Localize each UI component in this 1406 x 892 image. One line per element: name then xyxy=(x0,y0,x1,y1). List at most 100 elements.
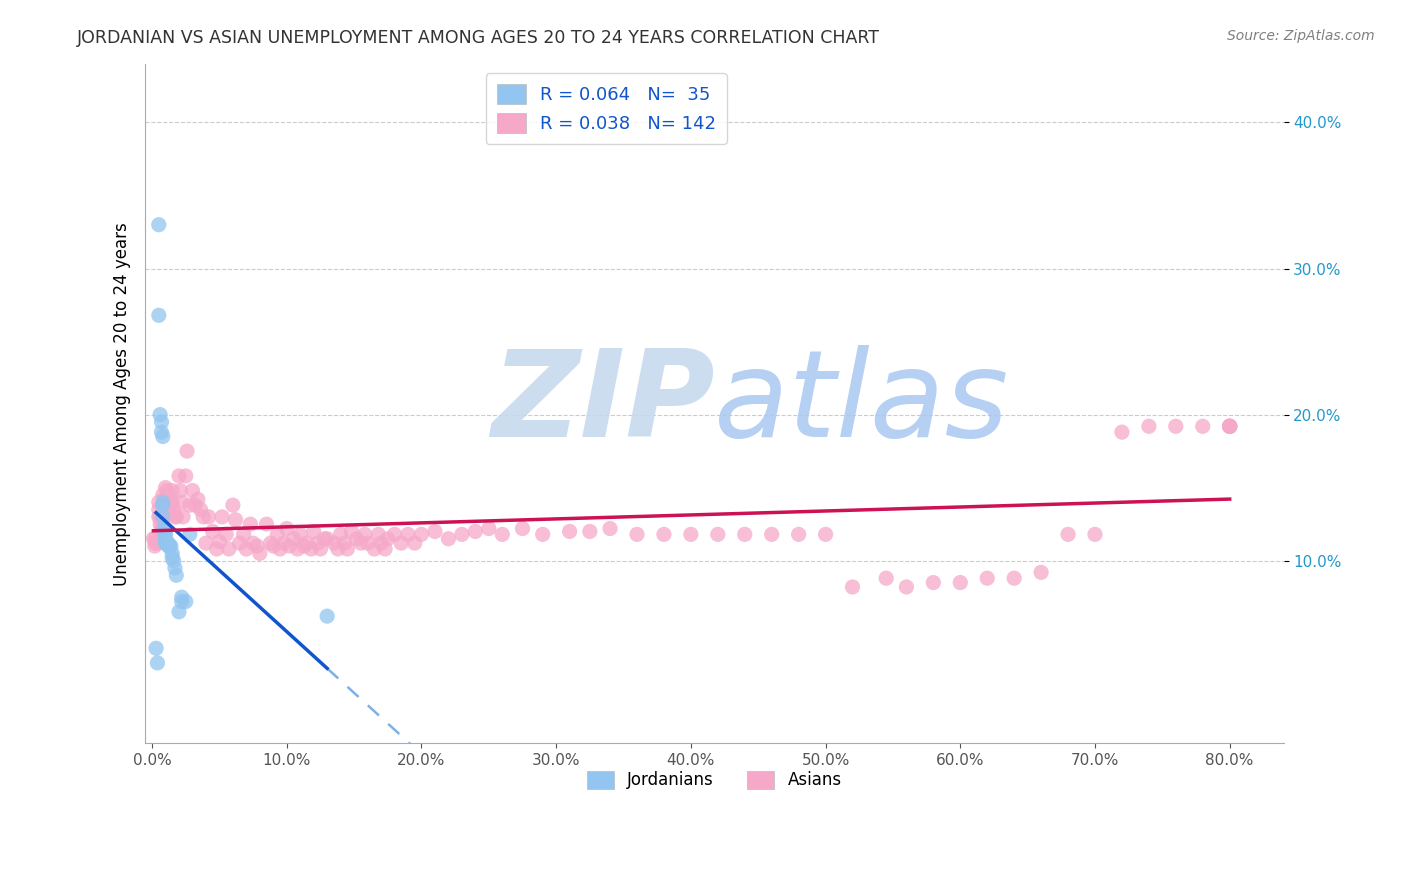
Point xyxy=(295,536,318,550)
Point xyxy=(155,481,177,495)
Point xyxy=(170,590,193,604)
Point xyxy=(259,536,281,550)
Point xyxy=(246,539,269,553)
Point xyxy=(512,522,534,536)
Point xyxy=(1029,566,1052,580)
Point xyxy=(162,495,184,509)
Point xyxy=(232,527,254,541)
Point xyxy=(201,524,224,539)
Point xyxy=(145,536,167,550)
Point xyxy=(156,483,179,498)
Point xyxy=(235,541,257,556)
Point xyxy=(283,532,305,546)
Point xyxy=(143,532,166,546)
Point xyxy=(249,546,271,560)
Point xyxy=(896,580,918,594)
Point xyxy=(179,498,201,512)
Point xyxy=(190,502,212,516)
Point xyxy=(148,308,170,322)
Point xyxy=(148,509,170,524)
Point xyxy=(150,522,173,536)
Point xyxy=(356,536,378,550)
Point xyxy=(155,492,177,507)
Point xyxy=(1219,419,1241,434)
Point xyxy=(145,536,167,550)
Point xyxy=(184,498,207,512)
Point xyxy=(170,495,193,509)
Point xyxy=(370,536,392,550)
Point xyxy=(316,609,339,624)
Point xyxy=(302,524,325,539)
Point xyxy=(157,498,180,512)
Point xyxy=(181,483,204,498)
Point xyxy=(367,527,389,541)
Point xyxy=(157,538,180,552)
Point xyxy=(239,517,262,532)
Point xyxy=(153,501,176,516)
Point xyxy=(1219,419,1241,434)
Point xyxy=(145,641,167,656)
Point xyxy=(707,527,730,541)
Point xyxy=(148,495,170,509)
Point xyxy=(152,495,174,509)
Point xyxy=(307,536,329,550)
Point xyxy=(404,536,426,550)
Point xyxy=(290,527,312,541)
Point xyxy=(396,527,419,541)
Point xyxy=(558,524,581,539)
Point xyxy=(450,527,472,541)
Point xyxy=(309,541,332,556)
Point xyxy=(423,524,446,539)
Point xyxy=(150,513,173,527)
Point xyxy=(146,656,169,670)
Point xyxy=(218,541,240,556)
Point xyxy=(841,580,863,594)
Point xyxy=(160,507,183,521)
Point xyxy=(174,469,197,483)
Point xyxy=(384,527,406,541)
Text: JORDANIAN VS ASIAN UNEMPLOYMENT AMONG AGES 20 TO 24 YEARS CORRELATION CHART: JORDANIAN VS ASIAN UNEMPLOYMENT AMONG AG… xyxy=(77,29,880,46)
Point xyxy=(159,502,181,516)
Point xyxy=(169,483,191,498)
Point xyxy=(167,605,190,619)
Point xyxy=(491,527,513,541)
Point xyxy=(326,541,349,556)
Point xyxy=(167,469,190,483)
Point xyxy=(299,541,322,556)
Point xyxy=(377,532,399,546)
Point xyxy=(411,527,433,541)
Point xyxy=(1191,419,1213,434)
Point xyxy=(162,554,184,568)
Point xyxy=(157,536,180,550)
Point xyxy=(329,527,352,541)
Point xyxy=(187,492,209,507)
Point xyxy=(152,498,174,512)
Point xyxy=(1111,425,1133,439)
Point xyxy=(152,488,174,502)
Point xyxy=(149,408,172,422)
Point xyxy=(354,527,377,541)
Point xyxy=(679,527,702,541)
Point xyxy=(1219,419,1241,434)
Point xyxy=(145,536,167,550)
Point xyxy=(1164,419,1187,434)
Point xyxy=(949,575,972,590)
Point xyxy=(179,527,201,541)
Point xyxy=(174,594,197,608)
Point xyxy=(976,571,998,585)
Point xyxy=(157,539,180,553)
Point xyxy=(149,509,172,524)
Point xyxy=(160,539,183,553)
Point xyxy=(155,534,177,549)
Point xyxy=(150,524,173,539)
Point xyxy=(163,509,186,524)
Point xyxy=(478,522,501,536)
Point xyxy=(165,568,187,582)
Point xyxy=(176,444,198,458)
Point xyxy=(346,532,368,546)
Point xyxy=(194,536,217,550)
Point xyxy=(162,546,184,560)
Point xyxy=(374,541,396,556)
Point xyxy=(389,536,412,550)
Point xyxy=(211,509,233,524)
